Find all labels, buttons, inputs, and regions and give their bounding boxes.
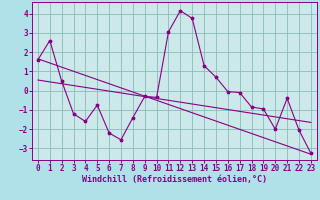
X-axis label: Windchill (Refroidissement éolien,°C): Windchill (Refroidissement éolien,°C) [82, 175, 267, 184]
